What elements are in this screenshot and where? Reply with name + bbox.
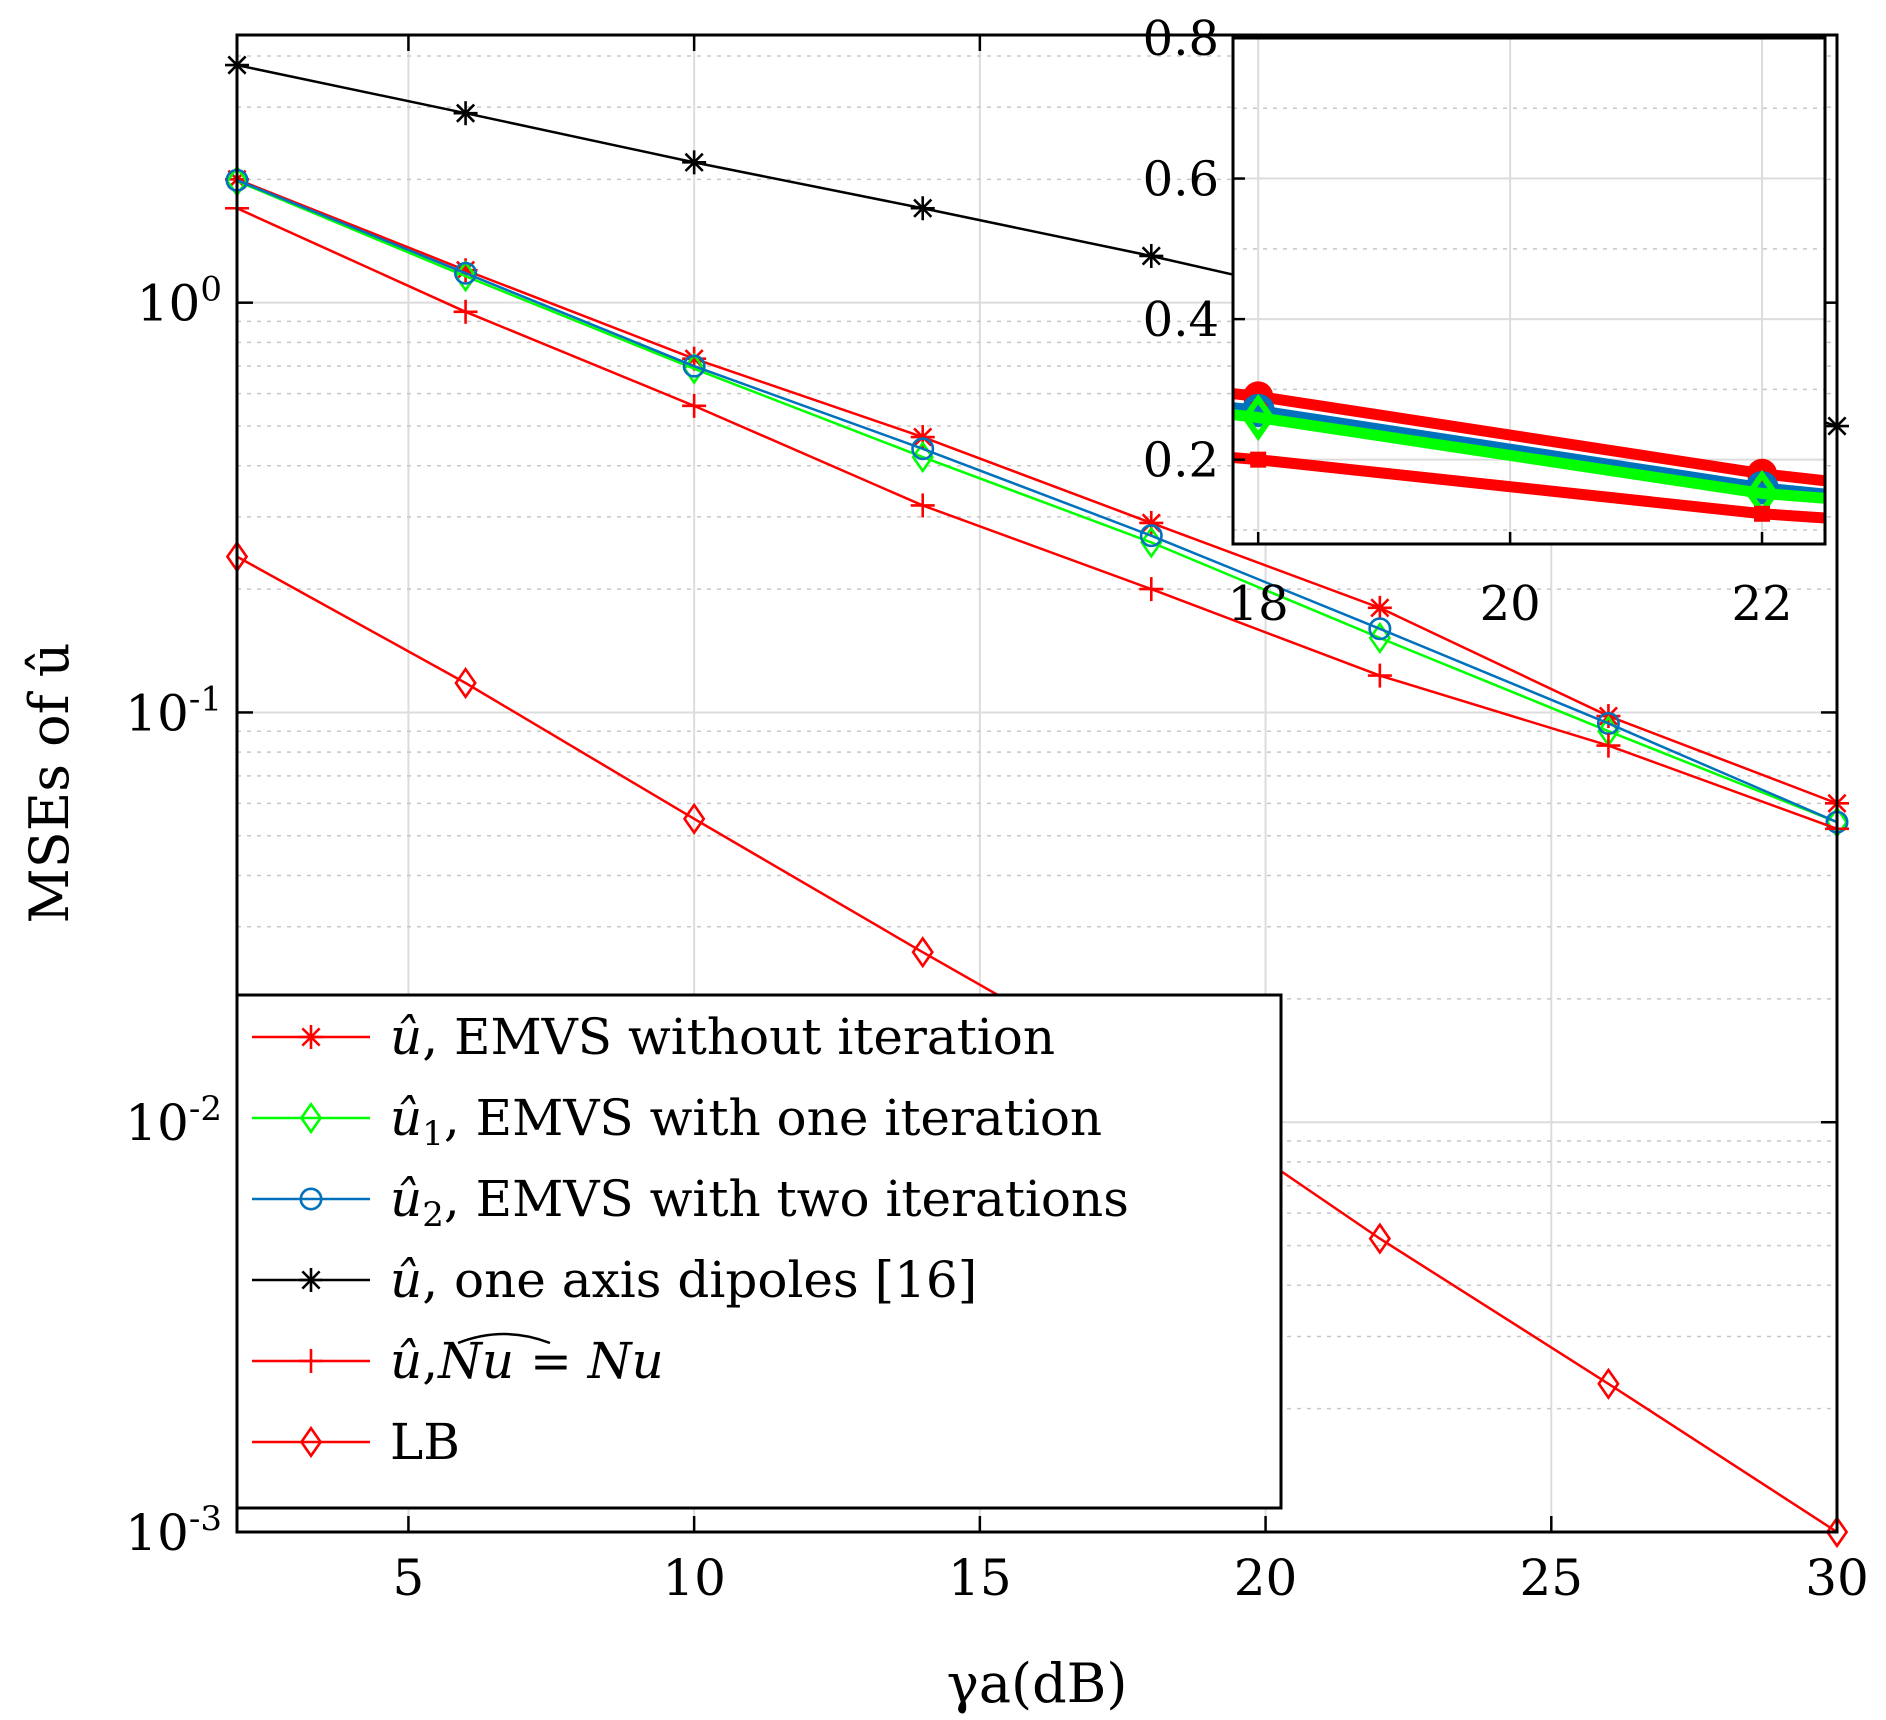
y-tick-label: 10-1 bbox=[125, 679, 222, 742]
legend-label: û,Nu = Nu bbox=[390, 1332, 664, 1390]
y-axis-ticks: 100 10-1 10-2 10-3 bbox=[125, 270, 1837, 1562]
legend-box bbox=[235, 993, 1283, 1510]
inset-point-s5 bbox=[1250, 451, 1267, 468]
inset-frame bbox=[1231, 36, 1827, 546]
inset-y-tick-label: 0.4 bbox=[1143, 292, 1219, 348]
inset-y-tick-label: 0.6 bbox=[1143, 152, 1219, 208]
inset-point-s2 bbox=[1241, 393, 1275, 442]
data-point-s6 bbox=[1825, 1515, 1849, 1549]
legend-entry-s6: LB bbox=[252, 1413, 460, 1471]
data-point-s3 bbox=[1139, 524, 1163, 548]
x-tick-label: 10 bbox=[662, 1549, 726, 1607]
legend: û, EMVS without iteration û1, EMVS with o… bbox=[235, 993, 1283, 1510]
legend-marker bbox=[299, 1101, 323, 1135]
inset-series bbox=[1232, 381, 1826, 524]
data-point-s5 bbox=[910, 493, 935, 518]
inset-y-tick-label: 0.8 bbox=[1143, 11, 1219, 67]
data-point-s6 bbox=[1597, 1367, 1620, 1400]
data-point-s5 bbox=[453, 299, 478, 324]
x-axis-ticks: 5 10 15 20 25 30 bbox=[393, 35, 1869, 1607]
inset-line-s5 bbox=[1232, 452, 1826, 524]
series-line-s3 bbox=[236, 179, 1838, 824]
inset-series-s5 bbox=[1232, 451, 1826, 524]
data-point-s3 bbox=[1368, 617, 1392, 641]
data-point-s4 bbox=[453, 101, 478, 126]
inset-y-tick-label: 0.2 bbox=[1143, 433, 1219, 489]
data-point-s3 bbox=[911, 437, 935, 461]
data-point-s3 bbox=[682, 354, 706, 378]
legend-entry-s2: û1, EMVS with one iteration bbox=[252, 1089, 1102, 1154]
legend-label: û2, EMVS with two iterations bbox=[390, 1170, 1129, 1235]
legend-entry-s4: û, one axis dipoles [16] bbox=[252, 1251, 977, 1309]
x-tick-label: 5 bbox=[393, 1549, 425, 1607]
legend-entry-s3: û2, EMVS with two iterations bbox=[252, 1170, 1129, 1235]
y-tick-label: 10-2 bbox=[125, 1089, 222, 1152]
legend-label: û, EMVS without iteration bbox=[390, 1008, 1055, 1066]
legend-marker bbox=[299, 1268, 323, 1292]
legend-entry-s1: û, EMVS without iteration bbox=[252, 1008, 1055, 1066]
series-line-s5 bbox=[236, 207, 1838, 830]
y-axis-title: MSEs of û bbox=[18, 642, 81, 923]
data-point-s5 bbox=[682, 393, 707, 418]
legend-marker bbox=[299, 1349, 323, 1373]
y-tick-label: 10-3 bbox=[125, 1499, 222, 1562]
x-tick-label: 25 bbox=[1519, 1549, 1583, 1607]
series-s3 bbox=[225, 168, 1849, 834]
y-tick-label: 100 bbox=[137, 270, 222, 333]
inset-ticks: 18 20 22 0.2 0.4 0.6 0.8 bbox=[1143, 11, 1793, 632]
x-tick-label: 30 bbox=[1805, 1549, 1869, 1607]
data-point-s4 bbox=[910, 196, 935, 221]
data-point-s4 bbox=[682, 150, 707, 175]
legend-entry-s5: û,Nu = Nu bbox=[252, 1332, 664, 1390]
data-point-s6 bbox=[911, 936, 934, 969]
inset-x-tick-label: 22 bbox=[1731, 576, 1792, 632]
x-tick-label: 15 bbox=[948, 1549, 1012, 1607]
legend-label: û, one axis dipoles [16] bbox=[390, 1251, 977, 1309]
x-axis-title: γa(dB) bbox=[947, 1652, 1128, 1715]
data-point-s1 bbox=[1367, 595, 1392, 620]
data-point-s6 bbox=[682, 802, 706, 835]
legend-marker bbox=[299, 1025, 323, 1049]
data-point-s2 bbox=[1368, 621, 1392, 655]
inset-zoom-plot: 18 20 22 0.2 0.4 0.6 0.8 bbox=[1143, 11, 1827, 632]
series-line-s2 bbox=[236, 179, 1838, 824]
data-point-s5 bbox=[1367, 663, 1392, 688]
legend-label: û1, EMVS with one iteration bbox=[390, 1089, 1102, 1154]
legend-wide-hat bbox=[457, 1332, 551, 1345]
data-point-s3 bbox=[454, 261, 478, 285]
data-point-s5 bbox=[1139, 577, 1164, 602]
data-point-s6 bbox=[454, 666, 477, 700]
data-point-s6 bbox=[1368, 1222, 1392, 1255]
series-layer bbox=[225, 53, 1849, 1549]
plot-frame bbox=[235, 33, 1839, 1534]
inset-x-tick-label: 20 bbox=[1480, 576, 1541, 632]
inset-x-tick-label: 18 bbox=[1228, 576, 1289, 632]
data-point-s5 bbox=[1596, 733, 1621, 758]
x-tick-label: 20 bbox=[1234, 1549, 1298, 1607]
legend-marker bbox=[299, 1425, 323, 1459]
legend-label: LB bbox=[390, 1413, 460, 1471]
series-line-s1 bbox=[236, 178, 1838, 805]
legend-marker bbox=[299, 1187, 323, 1211]
data-point-s4 bbox=[1139, 243, 1164, 268]
inset-point-s5 bbox=[1754, 505, 1771, 522]
